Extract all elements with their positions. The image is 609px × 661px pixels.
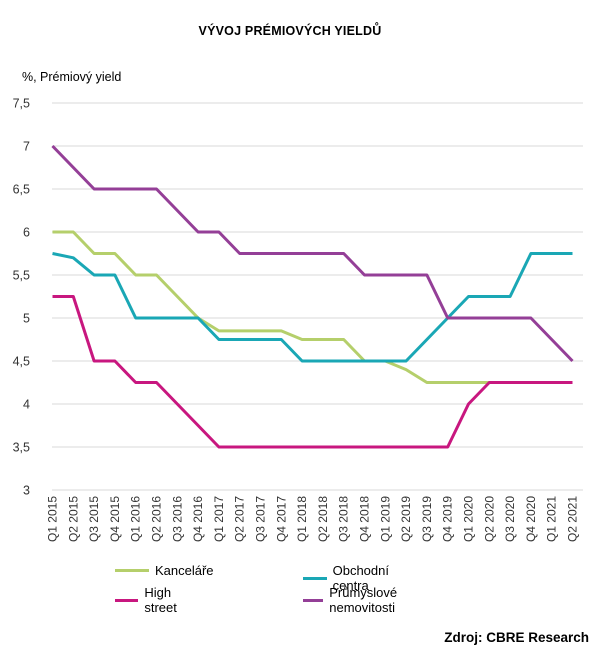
- legend-item-obchodni-centra: Obchodní centra: [303, 563, 399, 593]
- x-tick-label: Q1 2017: [212, 496, 226, 542]
- x-tick-labels: Q1 2015 Q2 2015 Q3 2015 Q4 2015 Q1 2016 Q2 20…: [46, 496, 580, 542]
- y-tick-label: 6,5: [13, 183, 30, 197]
- x-tick-label: Q3 2019: [420, 496, 434, 542]
- x-tick-label: Q1 2021: [545, 496, 559, 542]
- x-tick-label: Q4 2015: [108, 496, 122, 542]
- x-tick-label: Q2 2019: [399, 496, 413, 542]
- legend-item-high-street: High street: [115, 585, 188, 615]
- x-tick-label: Q3 2017: [254, 496, 268, 542]
- y-tick-label: 4,5: [13, 355, 30, 369]
- y-tick-label: 6: [23, 226, 30, 240]
- x-tick-label: Q2 2021: [566, 496, 580, 542]
- x-tick-label: Q2 2018: [316, 496, 330, 542]
- y-axis-label: %, Prémiový yield: [22, 70, 122, 84]
- series-line: [52, 230, 573, 384]
- legend-swatch: [303, 598, 324, 602]
- legend-item-kancelare: Kanceláře: [115, 563, 214, 578]
- legend-swatch: [303, 576, 327, 580]
- series-lines: [51, 144, 574, 449]
- y-tick-label: 7: [23, 140, 30, 154]
- x-tick-label: Q3 2016: [170, 496, 184, 542]
- y-tick-label: 5,5: [13, 269, 30, 283]
- y-tick-labels: 3 3,5 4 4,5 5 5,5 6 6,5 7 7,5: [13, 97, 30, 498]
- x-tick-label: Q2 2020: [482, 496, 496, 542]
- x-tick-label: Q4 2018: [358, 496, 372, 542]
- y-tick-label: 4: [23, 398, 30, 412]
- legend-label: High street: [144, 585, 177, 615]
- x-tick-label: Q3 2015: [87, 496, 101, 542]
- chart-title: VÝVOJ PRÉMIOVÝCH YIELDŮ: [198, 24, 382, 38]
- x-tick-label: Q1 2020: [462, 496, 476, 542]
- x-tick-label: Q2 2015: [66, 496, 80, 542]
- x-tick-label: Q1 2019: [378, 496, 392, 542]
- legend-swatch: [115, 569, 149, 572]
- legend-item-prumyslove-nemovitosti: Průmyslové nemovitosti: [303, 585, 411, 615]
- legend-label: Obchodní centra: [332, 563, 389, 593]
- x-tick-label: Q1 2016: [129, 496, 143, 542]
- y-tick-label: 3: [23, 484, 30, 498]
- y-tick-label: 3,5: [13, 441, 30, 455]
- x-tick-label: Q4 2020: [524, 496, 538, 542]
- x-tick-label: Q3 2020: [503, 496, 517, 542]
- x-tick-label: Q2 2016: [150, 496, 164, 542]
- x-tick-label: Q3 2018: [337, 496, 351, 542]
- legend-label: Průmyslové nemovitosti: [329, 585, 398, 615]
- series-line: [51, 144, 574, 363]
- x-tick-label: Q4 2017: [274, 496, 288, 542]
- x-tick-label: Q1 2018: [295, 496, 309, 542]
- source-note: Zdroj: CBRE Research: [444, 630, 589, 645]
- y-tick-label: 5: [23, 312, 30, 326]
- y-tick-label: 7,5: [13, 97, 30, 111]
- series-line: [52, 295, 573, 449]
- x-tick-label: Q4 2019: [441, 496, 455, 542]
- series-line: [52, 252, 573, 363]
- x-tick-label: Q2 2017: [233, 496, 247, 542]
- legend-label: Kanceláře: [155, 563, 214, 578]
- legend-swatch: [115, 598, 139, 602]
- x-tick-label: Q1 2015: [46, 496, 60, 542]
- gridlines: [52, 102, 583, 491]
- x-tick-label: Q4 2016: [191, 496, 205, 542]
